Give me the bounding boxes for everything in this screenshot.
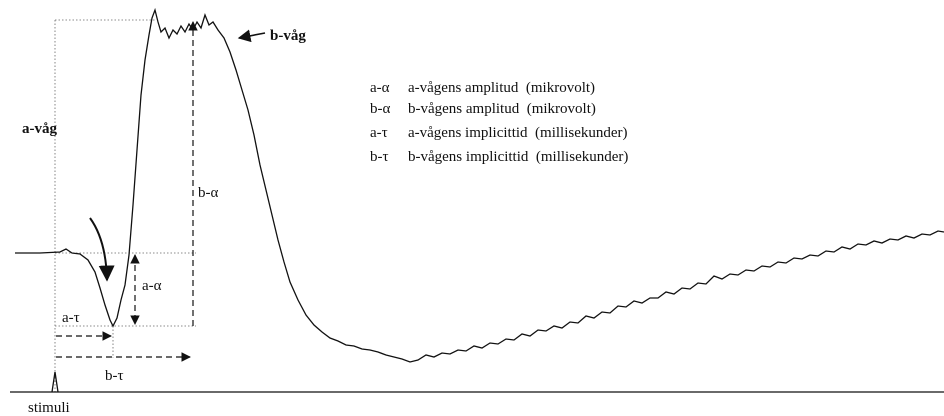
legend-symbol: b-α [370, 101, 390, 117]
a-alpha-label: a-α [142, 278, 162, 294]
a-wave-label: a-våg [22, 121, 57, 137]
legend-symbol: a-τ [370, 125, 388, 141]
b-wave-label: b-våg [270, 28, 306, 44]
b-wave-pointer [237, 29, 266, 43]
stimuli-label: stimuli [28, 400, 70, 416]
a-wave-pointer [89, 217, 115, 282]
erg-waveform [15, 7, 944, 363]
legend: a-α a-vågens amplitud (mikrovolt) b-α b-… [370, 80, 628, 165]
b-alpha-label: b-α [198, 185, 218, 201]
legend-text: b-vågens implicittid (millisekunder) [408, 149, 628, 165]
legend-symbol: b-τ [370, 149, 389, 165]
legend-symbol: a-α [370, 80, 390, 96]
legend-text: a-vågens amplitud (mikrovolt) [408, 80, 595, 96]
legend-text: b-vågens amplitud (mikrovolt) [408, 101, 596, 117]
a-tau-label: a-τ [62, 310, 80, 326]
stimulus-spike [51, 371, 59, 393]
legend-text: a-vågens implicittid (millisekunder) [408, 125, 628, 141]
b-tau-label: b-τ [105, 368, 124, 384]
